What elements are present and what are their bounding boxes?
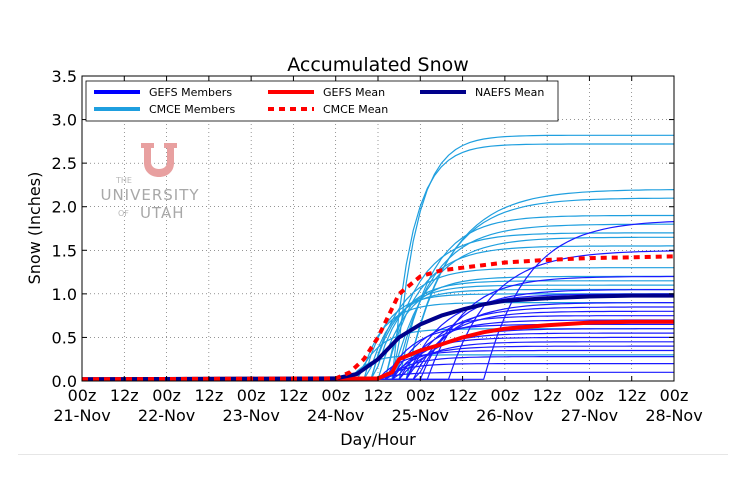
y-tick-label: 0.0 (52, 372, 77, 391)
x-tick-label-date: 22-Nov (138, 406, 195, 425)
x-tick-label-hour: 00z (406, 386, 435, 405)
x-tick-label-hour: 00z (237, 386, 266, 405)
cmce-mean-line (81, 254, 675, 382)
x-tick-label-hour: 12z (617, 386, 646, 405)
legend-label: NAEFS Mean (475, 86, 544, 99)
y-tick-label: 0.5 (52, 328, 77, 347)
y-tick-label: 3.0 (52, 111, 77, 130)
y-axis: 0.0 0.5 1.0 1.5 2.0 2.5 3.0 3.5 (52, 67, 674, 391)
watermark-utah: UTAH (140, 204, 185, 222)
legend-label: CMCE Mean (323, 103, 388, 116)
legend: GEFS Members GEFS Mean NAEFS Mean CMCE Memb… (85, 80, 559, 122)
watermark-the: THE (115, 176, 132, 185)
legend-label: GEFS Mean (323, 86, 385, 99)
x-tick-label-date: 21-Nov (53, 406, 110, 425)
watermark-university: UNIVERSITY (100, 186, 199, 204)
naefs-mean-line (81, 293, 674, 382)
x-tick-label-date: 25-Nov (392, 406, 449, 425)
x-tick-label-hour: 00z (575, 386, 604, 405)
u-logo-icon (141, 143, 177, 177)
university-of-utah-watermark: THE UNIVERSITY OF UTAH (100, 143, 199, 222)
x-tick-label-hour: 00z (321, 386, 350, 405)
x-axis-label: Day/Hour (340, 430, 416, 449)
x-tick-label-hour: 00z (660, 386, 689, 405)
x-tick-label-date: 24-Nov (307, 406, 364, 425)
x-tick-label-hour: 00z (68, 386, 97, 405)
y-tick-label: 1.0 (52, 285, 77, 304)
x-tick-label-hour: 12z (364, 386, 393, 405)
x-tick-label-hour: 12z (533, 386, 562, 405)
gefs-mean-line (81, 319, 674, 382)
legend-label: GEFS Members (149, 86, 232, 99)
x-tick-label-date: 26-Nov (476, 406, 533, 425)
y-tick-label: 2.5 (52, 154, 77, 173)
x-tick-label-hour: 12z (194, 386, 223, 405)
y-tick-label: 2.0 (52, 198, 77, 217)
y-tick-label: 3.5 (52, 67, 77, 86)
mean-lines (81, 254, 675, 382)
chart-title: Accumulated Snow (287, 54, 469, 76)
x-tick-label-date: 27-Nov (561, 406, 618, 425)
x-tick-label-hour: 00z (152, 386, 181, 405)
legend-label: CMCE Members (149, 103, 236, 116)
x-tick-label-hour: 12z (279, 386, 308, 405)
bottom-divider (18, 454, 728, 455)
y-tick-label: 1.5 (52, 241, 77, 260)
watermark-of: OF (118, 209, 129, 218)
x-tick-label-hour: 12z (448, 386, 477, 405)
legend-box (85, 80, 559, 122)
x-tick-label-date: 23-Nov (222, 406, 279, 425)
x-tick-label-hour: 00z (490, 386, 519, 405)
y-axis-label: Snow (Inches) (25, 172, 44, 285)
x-tick-label-date: 28-Nov (645, 406, 702, 425)
x-tick-label-hour: 12z (110, 386, 139, 405)
